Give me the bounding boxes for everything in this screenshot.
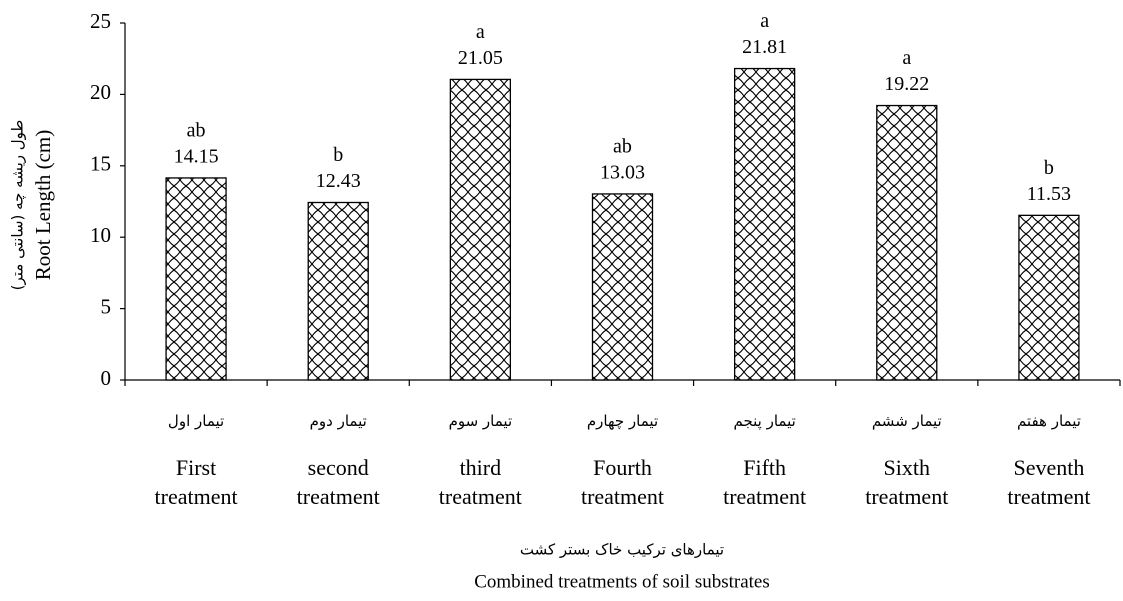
significance-letter: b [333,144,343,166]
y-tick-label: 20 [90,80,111,104]
significance-letter: a [476,21,485,43]
x-tick-label: First treatment [154,455,238,509]
value-label: 21.81 [742,36,787,58]
y-tick-label: 0 [101,366,112,390]
y-tick-label: 10 [90,223,111,247]
x-tick-label: Seventh treatment [1007,455,1091,509]
x-tick-label: Sixth treatment [865,455,949,509]
x-tick-label-fa: تیمار دوم [309,412,367,430]
significance-letter: ab [613,136,632,158]
bar [733,67,796,381]
x-tick-label-fa: تیمار اول [167,412,225,430]
value-label: 12.43 [316,170,361,192]
bar [1018,214,1080,381]
value-label: 13.03 [600,162,645,184]
bar [449,78,512,381]
y-tick-label: 15 [90,152,111,176]
y-axis-title-fa: طول ریشه چه (سانتی متر) [9,120,27,291]
significance-letter: a [760,10,769,32]
value-label: 11.53 [1027,183,1071,205]
x-tick-label-fa: تیمار سوم [448,412,513,430]
x-tick-label-fa: تیمار ششم [871,412,942,430]
y-axis-title: Root Length (cm) [31,130,55,280]
bar [876,104,938,381]
y-tick-label: 25 [90,9,111,33]
x-tick-label-fa: تیمار پنجم [733,412,796,430]
x-tick-label: Fifth treatment [723,455,807,509]
x-tick-label-fa: تیمار چهارم [586,412,659,430]
value-label: 19.22 [884,73,929,95]
x-tick-label: Fourth treatment [580,455,665,509]
value-label: 14.15 [174,146,219,168]
x-tick-label: second treatment [296,455,380,509]
x-tick-label: third treatment [438,455,522,509]
x-axis-title: Combined treatments of soil substrates [474,571,770,592]
y-tick-label: 5 [101,294,112,318]
value-label: 21.05 [458,47,503,69]
significance-letter: b [1044,157,1054,179]
bar [165,177,227,381]
significance-letter: ab [187,120,206,142]
x-axis-title-fa: تیمارهای ترکیب خاک بستر کشت [520,541,724,559]
significance-letter: a [902,47,911,69]
x-tick-label-fa: تیمار هفتم [1016,412,1081,430]
bar [591,193,654,381]
bar [307,201,369,381]
